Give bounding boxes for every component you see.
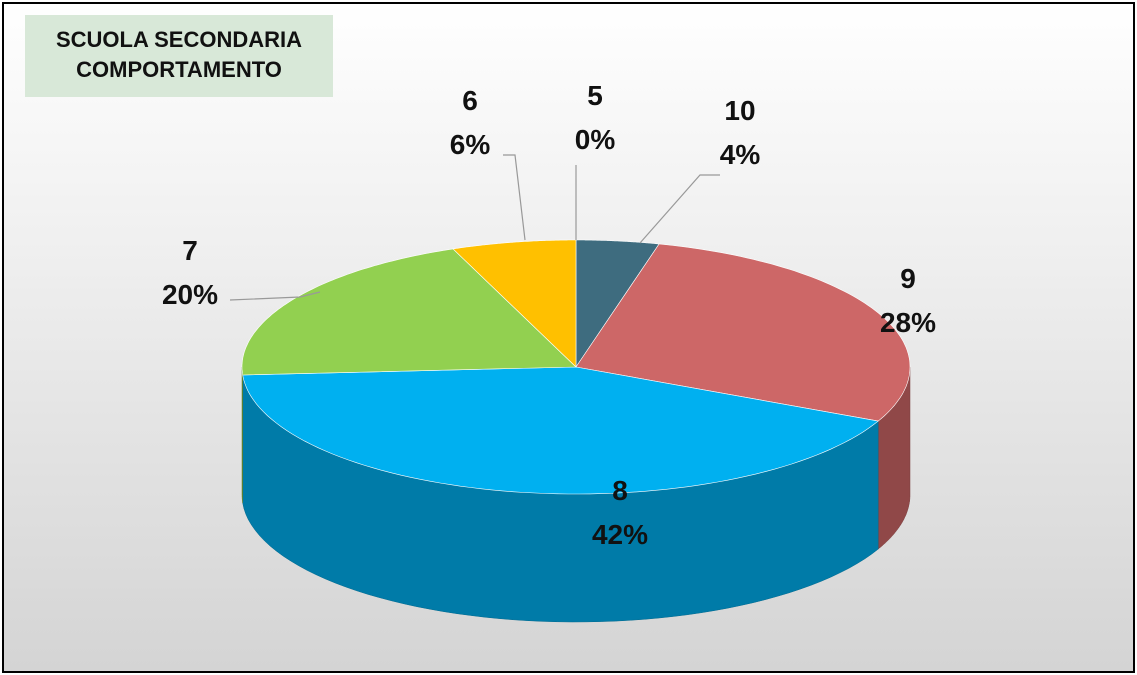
slice <box>452 239 577 368</box>
data-label-value: 0% <box>575 124 616 155</box>
leader-line <box>229 291 321 301</box>
slice <box>575 243 911 422</box>
data-label-category: 6 <box>462 85 478 116</box>
data-label-value: 42% <box>592 519 648 550</box>
pie-tops <box>241 239 911 495</box>
chart-title: SCUOLA SECONDARIA COMPORTAMENTO <box>25 15 333 97</box>
data-label-value: 20% <box>162 279 218 310</box>
data-label-category: 7 <box>182 235 198 266</box>
slice <box>241 248 577 376</box>
data-label-value: 6% <box>450 129 491 160</box>
slice <box>242 366 879 495</box>
data-label-value: 4% <box>720 139 761 170</box>
data-label-value: 28% <box>880 307 936 338</box>
pie-sides <box>241 367 911 623</box>
slice <box>575 239 660 368</box>
data-label-category: 5 <box>587 80 603 111</box>
leader-line <box>503 154 526 241</box>
data-label-category: 9 <box>900 263 916 294</box>
pie-labels: 10 4% 9 28% 8 42% 7 20% 6 6% 5 0% <box>162 80 936 550</box>
data-label-category: 8 <box>612 475 628 506</box>
leader-line <box>639 174 720 244</box>
data-label-category: 10 <box>724 95 755 126</box>
slice-side <box>241 367 243 504</box>
